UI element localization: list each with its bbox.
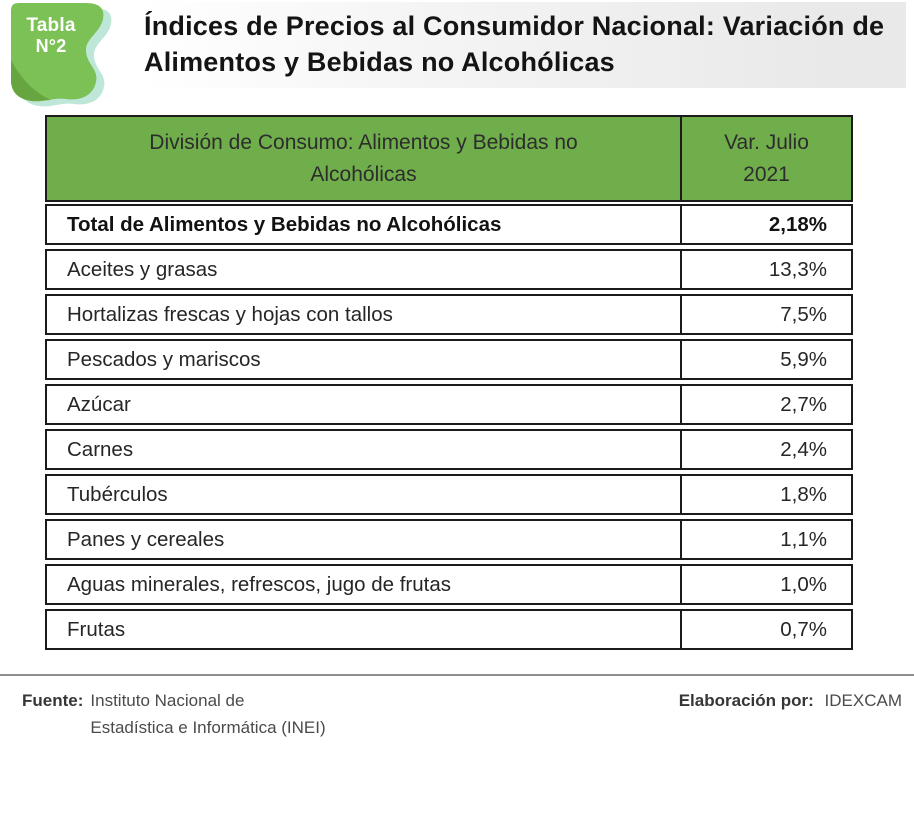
source-text: Instituto Nacional de Estadística e Info… (90, 687, 325, 741)
title-panel: Índices de Precios al Consumidor Naciona… (140, 2, 906, 88)
table-row: Carnes 2,4% (45, 429, 853, 470)
badge-line1: Tabla (26, 15, 76, 36)
row-value: 1,1% (680, 521, 851, 558)
source-block: Fuente: Instituto Nacional de Estadístic… (22, 687, 326, 741)
row-value: 7,5% (680, 296, 851, 333)
elaboration-value: IDEXCAM (824, 691, 902, 710)
source-line1: Instituto Nacional de (90, 691, 245, 710)
table-row: Panes y cereales 1,1% (45, 519, 853, 560)
source-label: Fuente: (22, 691, 84, 710)
row-label: Total de Alimentos y Bebidas no Alcohóli… (67, 212, 502, 236)
table-row: Hortalizas frescas y hojas con tallos 7,5… (45, 294, 853, 335)
row-label: Aguas minerales, refrescos, jugo de frut… (67, 572, 451, 596)
row-label: Panes y cereales (67, 527, 225, 551)
row-value: 2,7% (680, 386, 851, 423)
price-index-table: División de Consumo: Alimentos y Bebidas… (45, 115, 853, 654)
header-value-cell: Var. Julio 2021 (680, 117, 851, 200)
footer-divider (0, 674, 914, 676)
page-title: Índices de Precios al Consumidor Naciona… (144, 11, 885, 77)
table-body: Total de Alimentos y Bebidas no Alcohóli… (45, 204, 853, 650)
table-header-row: División de Consumo: Alimentos y Bebidas… (45, 115, 853, 202)
badge-text: Tabla N°2 (4, 15, 98, 57)
footer: Fuente: Instituto Nacional de Estadístic… (0, 687, 914, 741)
row-value: 1,8% (680, 476, 851, 513)
table-row: Aceites y grasas 13,3% (45, 249, 853, 290)
badge-blob-icon (11, 3, 112, 107)
row-label: Tubérculos (67, 482, 168, 506)
table-row: Aguas minerales, refrescos, jugo de frut… (45, 564, 853, 605)
elaboration-block: Elaboración por: IDEXCAM (679, 687, 902, 741)
row-value: 13,3% (680, 251, 851, 288)
header-category-cell: División de Consumo: Alimentos y Bebidas… (149, 131, 578, 186)
row-value: 2,4% (680, 431, 851, 468)
row-value: 5,9% (680, 341, 851, 378)
row-value: 2,18% (680, 206, 851, 243)
row-label: Aceites y grasas (67, 257, 218, 281)
source-line2: Estadística e Informática (INEI) (90, 718, 326, 738)
table-row: Azúcar 2,7% (45, 384, 853, 425)
table-row: Frutas 0,7% (45, 609, 853, 650)
row-value: 0,7% (680, 611, 851, 648)
table-row: Pescados y mariscos 5,9% (45, 339, 853, 380)
table-row: Total de Alimentos y Bebidas no Alcohóli… (45, 204, 853, 245)
table-row: Tubérculos 1,8% (45, 474, 853, 515)
row-label: Pescados y mariscos (67, 347, 261, 371)
row-label: Hortalizas frescas y hojas con tallos (67, 302, 393, 326)
row-label: Frutas (67, 617, 126, 641)
elaboration-label: Elaboración por: (678, 691, 814, 710)
tabla-badge: Tabla N°2 (4, 0, 120, 110)
row-value: 1,0% (680, 566, 851, 603)
row-label: Azúcar (67, 392, 131, 416)
row-label: Carnes (67, 437, 134, 461)
badge-line2: N°2 (35, 35, 67, 56)
